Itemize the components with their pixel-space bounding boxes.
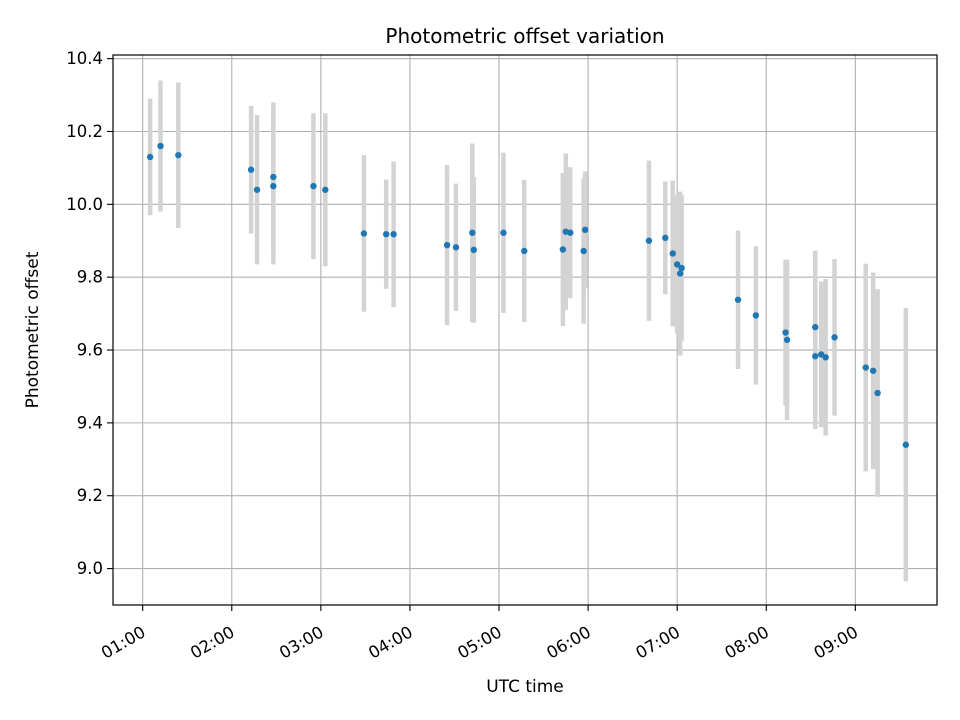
data-point bbox=[752, 312, 760, 319]
data-point bbox=[669, 250, 676, 257]
data-point bbox=[469, 229, 476, 236]
y-tick-label: 9.0 bbox=[77, 559, 103, 578]
y-tick-label: 9.4 bbox=[77, 413, 103, 432]
data-point bbox=[360, 230, 368, 237]
data-point bbox=[862, 364, 869, 371]
data-point bbox=[146, 153, 154, 161]
x-axis-title: UTC time bbox=[486, 677, 564, 697]
data-point bbox=[580, 247, 587, 255]
data-point bbox=[869, 367, 877, 374]
data-point bbox=[678, 264, 685, 272]
y-tick-label: 9.2 bbox=[77, 486, 103, 505]
data-point bbox=[874, 389, 881, 397]
plot-frame bbox=[112, 54, 938, 606]
data-point bbox=[310, 182, 317, 190]
data-point bbox=[782, 329, 789, 336]
y-tick-label: 9.6 bbox=[77, 341, 103, 360]
data-points bbox=[146, 142, 910, 448]
y-tick-label: 9.8 bbox=[77, 268, 103, 287]
data-point bbox=[734, 296, 742, 303]
data-point bbox=[783, 336, 791, 344]
data-point bbox=[645, 237, 653, 244]
data-point bbox=[521, 247, 528, 255]
data-point bbox=[270, 182, 277, 190]
y-tick-label: 10.0 bbox=[66, 195, 103, 214]
data-point bbox=[157, 142, 164, 150]
data-point bbox=[559, 246, 567, 253]
data-point bbox=[322, 186, 329, 193]
data-point bbox=[812, 323, 819, 331]
data-point bbox=[676, 270, 684, 277]
y-tick-label: 10.4 bbox=[66, 49, 103, 68]
data-point bbox=[822, 354, 829, 361]
data-point bbox=[247, 166, 255, 173]
data-point bbox=[567, 229, 574, 236]
data-point bbox=[452, 244, 460, 251]
data-point bbox=[662, 234, 669, 242]
data-point bbox=[500, 229, 507, 236]
data-point bbox=[831, 334, 838, 341]
data-point bbox=[470, 246, 477, 254]
data-point bbox=[382, 231, 390, 238]
y-axis-title: Photometric offset bbox=[23, 251, 43, 408]
data-point bbox=[253, 186, 261, 193]
data-point bbox=[581, 226, 589, 234]
y-axis-ticks: 9.0 9.2 9.4 9.6 9.8 10.0 10.2 10.4 bbox=[66, 49, 113, 578]
data-point bbox=[443, 241, 451, 249]
data-point bbox=[270, 173, 277, 181]
data-point bbox=[812, 353, 819, 360]
y-tick-label: 10.2 bbox=[66, 122, 103, 141]
data-point bbox=[390, 231, 397, 238]
data-point bbox=[175, 151, 182, 159]
chart-title: Photometric offset variation bbox=[385, 24, 664, 48]
data-point bbox=[902, 441, 910, 448]
data-point bbox=[673, 261, 681, 268]
